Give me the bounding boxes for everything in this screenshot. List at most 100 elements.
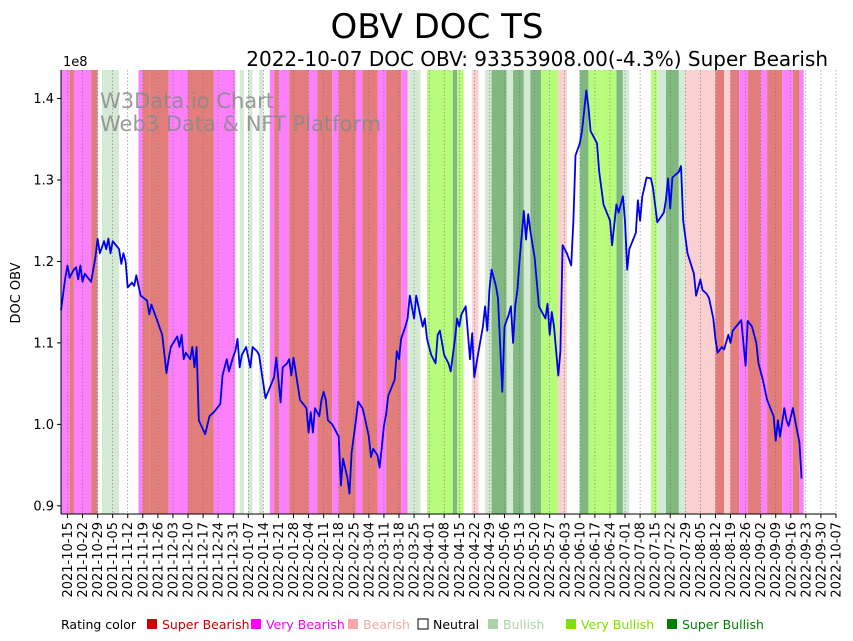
x-tick-label: 2022-07-29 <box>679 522 694 598</box>
rating-band-very_bearish <box>218 70 236 514</box>
y-tick-label: 1.1 <box>33 336 54 351</box>
x-tick-label: 2021-12-24 <box>212 522 227 598</box>
rating-band-bearish <box>558 70 567 514</box>
x-tick-label: 2022-05-20 <box>528 522 543 598</box>
rating-band-super_bearish <box>157 70 169 514</box>
rating-band-very_bullish <box>437 70 453 514</box>
x-tick-label: 2022-05-27 <box>543 522 558 598</box>
legend-swatch <box>348 619 358 629</box>
x-tick-label: 2022-09-02 <box>754 522 769 598</box>
y-tick-label: 1.2 <box>33 255 54 270</box>
rating-band-white <box>463 70 473 514</box>
rating-band-super_bullish <box>530 70 542 514</box>
legend-title: Rating color <box>61 617 137 632</box>
rating-band-very_bearish <box>739 70 748 514</box>
x-tick-label: 2022-04-22 <box>468 522 483 598</box>
rating-band-very_bearish <box>760 70 768 514</box>
x-tick-label: 2022-04-08 <box>438 522 453 598</box>
rating-band-super_bearish <box>767 70 783 514</box>
legend-swatch <box>667 619 677 629</box>
rating-band-super_bearish <box>289 70 309 514</box>
rating-band-bearish <box>724 70 731 514</box>
chart-title: OBV DOC TS <box>331 7 544 47</box>
x-tick-label: 2022-07-08 <box>634 522 649 598</box>
x-tick-label: 2022-08-05 <box>694 522 709 598</box>
watermark-line-2: Web3 Data & NFT Platform <box>100 112 381 136</box>
x-tick-label: 2022-06-24 <box>603 522 618 598</box>
rating-band-super_bearish <box>91 70 98 514</box>
x-tick-label: 2022-03-04 <box>362 522 377 598</box>
rating-band-super_bearish <box>209 70 214 514</box>
x-tick-label: 2022-04-29 <box>483 522 498 598</box>
rating-band-very_bearish <box>401 70 408 514</box>
rating-band-bullish <box>622 70 630 514</box>
rating-band-bullish <box>523 70 531 514</box>
rating-band-very_bearish <box>355 70 363 514</box>
x-tick-label: 2021-10-29 <box>91 522 106 598</box>
x-tick-label: 2022-04-01 <box>423 522 438 598</box>
rating-band-very_bullish <box>426 70 438 514</box>
rating-band-white <box>252 70 260 514</box>
rating-band-very_bearish <box>782 70 793 514</box>
x-tick-label: 2022-01-28 <box>287 522 302 598</box>
rating-band-white <box>119 70 139 514</box>
x-tick-label: 2022-07-15 <box>649 522 664 598</box>
rating-band-very_bearish <box>799 70 804 514</box>
rating-bands <box>61 70 804 514</box>
rating-band-super_bearish <box>69 70 74 514</box>
x-tick-label: 2022-02-25 <box>347 522 362 598</box>
rating-band-white <box>420 70 427 514</box>
x-tick-label: 2022-04-15 <box>453 522 468 598</box>
y-tick-label: 1.0 <box>33 418 54 433</box>
x-tick-label: 2022-03-25 <box>408 522 423 598</box>
rating-band-bullish <box>506 70 514 514</box>
rating-band-bullish <box>101 70 111 514</box>
rating-band-super_bearish <box>338 70 356 514</box>
rating-band-super_bullish <box>665 70 679 514</box>
x-tick-label: 2022-01-14 <box>257 522 272 598</box>
rating-band-super_bearish <box>274 70 279 514</box>
rating-band-super_bearish <box>792 70 800 514</box>
x-tick-label: 2022-10-07 <box>830 522 845 598</box>
rating-band-bearish <box>472 70 479 514</box>
x-tick-label: 2022-09-30 <box>814 522 829 598</box>
legend-item-label: Super Bearish <box>162 617 250 632</box>
rating-band-bullish <box>239 70 244 514</box>
y-axis-ticks: 0.9 1.0 1.1 1.2 1.3 1.4 <box>33 92 61 514</box>
rating-band-super_bullish <box>579 70 589 514</box>
x-tick-label: 2022-09-16 <box>784 522 799 598</box>
legend-item-label: Neutral <box>433 617 479 632</box>
rating-band-super_bearish <box>747 70 761 514</box>
x-tick-label: 2022-02-18 <box>332 522 347 598</box>
rating-band-super_bullish <box>452 70 458 514</box>
rating-band-very_bullish <box>457 70 464 514</box>
rating-band-super_bearish <box>730 70 740 514</box>
x-tick-label: 2022-01-21 <box>272 522 287 598</box>
x-tick-label: 2021-10-22 <box>76 522 91 598</box>
x-tick-label: 2022-01-07 <box>242 522 257 598</box>
rating-band-very_bullish <box>549 70 559 514</box>
rating-band-very_bearish <box>377 70 387 514</box>
legend-swatch <box>417 618 429 630</box>
x-tick-label: 2021-11-26 <box>151 522 166 598</box>
x-tick-label: 2022-03-18 <box>392 522 407 598</box>
rating-band-very_bearish <box>213 70 219 514</box>
rating-band-super_bearish <box>149 70 158 514</box>
legend-item-label: Bearish <box>363 617 410 632</box>
rating-band-very_bearish <box>61 70 70 514</box>
rating-band-super_bearish <box>362 70 378 514</box>
rating-band-bearish <box>685 70 701 514</box>
rating-band-very_bearish <box>308 70 318 514</box>
x-tick-label: 2022-02-04 <box>302 522 317 598</box>
x-tick-label: 2022-06-17 <box>588 522 603 598</box>
y-tick-label: 1.3 <box>33 173 54 188</box>
rating-band-super_bearish <box>715 70 725 514</box>
x-tick-label: 2022-05-13 <box>513 522 528 598</box>
rating-band-bullish <box>678 70 686 514</box>
rating-band-super_bullish <box>513 70 524 514</box>
rating-band-very_bearish <box>269 70 275 514</box>
y-tick-label: 1.4 <box>33 92 54 107</box>
rating-band-super_bearish <box>142 70 150 514</box>
x-axis-ticks: 2021-10-15 2021-10-22 2021-10-29 2021-11-05… <box>61 514 845 598</box>
x-tick-label: 2022-06-03 <box>558 522 573 598</box>
